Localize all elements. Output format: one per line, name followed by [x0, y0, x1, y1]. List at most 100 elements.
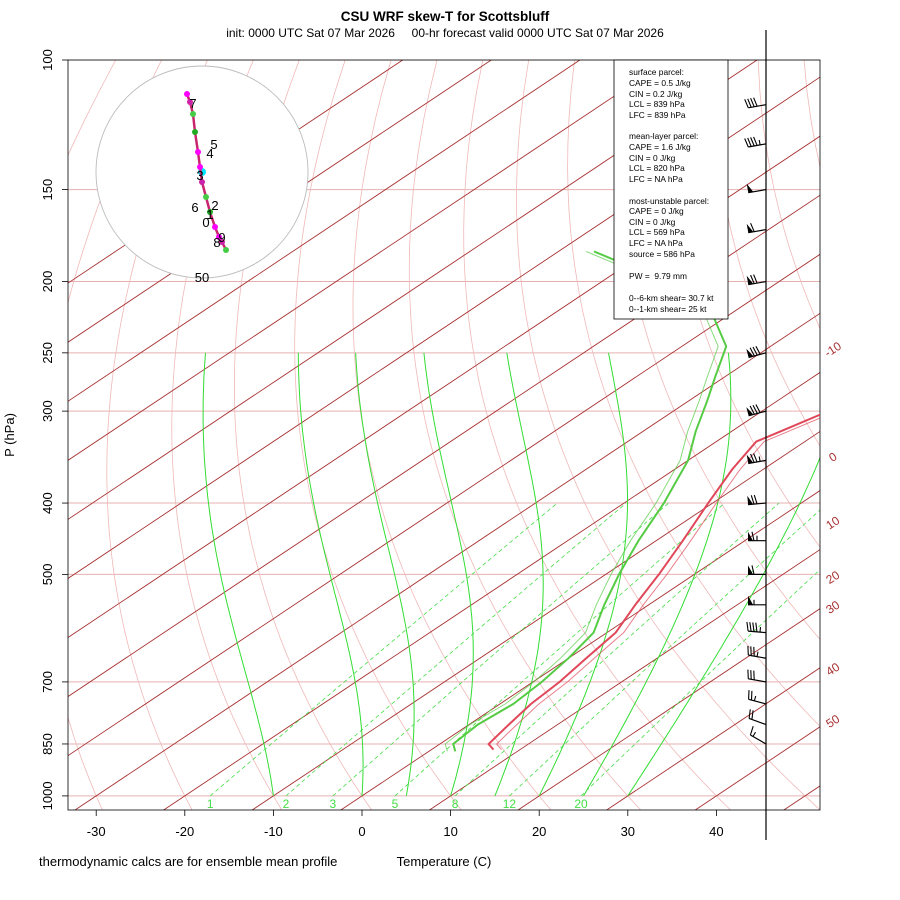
- dry-adiabat-line: [68, 60, 162, 810]
- hodograph-height-label: 7: [189, 96, 196, 111]
- mixing-ratio-line: [580, 569, 820, 797]
- hodograph-point: [219, 239, 225, 245]
- plot-frame: [67, 59, 821, 811]
- dry-adiabat-line: [850, 60, 900, 812]
- wind-barb-full: [747, 98, 752, 108]
- wind-barb-full: [753, 97, 758, 107]
- precipitable-water: PW = 9.79 mm: [629, 271, 687, 281]
- wind-barb-full: [749, 622, 752, 632]
- isotherm-line: [68, 253, 820, 757]
- mixing-ratio-line: [509, 509, 820, 797]
- shear-0-6km: 0--6-km shear= 30.7 kt: [629, 293, 714, 303]
- wind-barb-full: [750, 222, 755, 232]
- hodograph-ring-label: 50: [195, 270, 209, 285]
- wind-barb-flag: [747, 495, 753, 505]
- hodograph-height-label: 6: [191, 200, 198, 215]
- hodograph-point: [187, 99, 193, 105]
- isotherm-line: [68, 135, 820, 639]
- hodograph-height-label: 5: [210, 137, 217, 152]
- mixing-ratio-label: 5: [392, 797, 399, 811]
- dry-adiabat-line: [665, 60, 820, 548]
- temperature-ensemble-line: [495, 417, 820, 750]
- hodograph-point: [192, 129, 198, 135]
- mixed-cin: CIN = 0 J/kg: [629, 153, 676, 163]
- wind-barb-full: [750, 97, 755, 108]
- isotherm-label: -10: [822, 339, 844, 360]
- surface-cape: CAPE = 0.5 J/kg: [629, 78, 691, 88]
- x-tick-label: 0: [358, 824, 365, 839]
- dry-adiabat-line: [516, 60, 820, 810]
- mu-cin: CIN = 0 J/kg: [629, 217, 676, 227]
- isotherm-line: [68, 60, 758, 520]
- isotherm-line: [74, 312, 820, 810]
- dry-adiabat-line: [896, 60, 900, 812]
- wind-barb-full: [747, 137, 752, 147]
- x-axis-label: Temperature (C): [397, 854, 492, 869]
- wind-barb-full: [746, 621, 749, 632]
- wind-barb-flag: [748, 595, 753, 605]
- wind-barb-full: [749, 726, 754, 736]
- hodograph-point: [223, 247, 229, 253]
- isotherm-label: 50: [823, 712, 842, 731]
- mu-header: most-unstable parcel:: [629, 196, 709, 206]
- wind-barb-full: [752, 622, 755, 632]
- x-tick-label: -10: [264, 824, 283, 839]
- wind-barb-full: [750, 137, 755, 147]
- moist-adiabat-line: [202, 352, 274, 796]
- wind-barb-full: [752, 405, 758, 414]
- chart-title: CSU WRF skew-T for Scottsbluff: [341, 9, 550, 24]
- moist-adiabat-line: [538, 352, 628, 797]
- hodograph-point: [195, 149, 201, 155]
- mu-lfc: LFC = NA hPa: [629, 238, 683, 248]
- y-tick-label: 100: [40, 49, 55, 71]
- wind-barb-half: [752, 731, 756, 737]
- hodograph-point: [216, 234, 222, 240]
- isotherm-label: 0: [826, 449, 839, 465]
- wind-barbs: [744, 97, 767, 745]
- isotherm-line: [251, 430, 820, 810]
- hodograph-height-label: 0: [202, 215, 209, 230]
- x-axis: -30 -20 -10 0 10 20 30 40: [87, 810, 724, 839]
- wind-barb-staff: [748, 188, 767, 194]
- isotherm-label: 10: [823, 513, 842, 532]
- y-tick-label: 700: [40, 671, 55, 693]
- dry-adiabat-line: [294, 60, 462, 810]
- wind-barb-full: [751, 565, 755, 575]
- wind-barb-full: [753, 136, 758, 146]
- mixed-cape: CAPE = 1.6 J/kg: [629, 142, 691, 152]
- dry-adiabat-line: [408, 60, 642, 810]
- wind-barb-half: [753, 695, 757, 702]
- x-tick-label: -20: [175, 824, 194, 839]
- hodograph-height-label: 9: [218, 230, 225, 245]
- y-tick-label: 850: [40, 733, 55, 755]
- wind-barb-full: [748, 709, 751, 719]
- wind-barb-full: [749, 405, 755, 415]
- moist-adiabat-line: [494, 352, 544, 797]
- wind-barb-staff: [748, 228, 767, 234]
- wind-barb-flag: [748, 565, 753, 575]
- mixed-lcl: LCL = 820 hPa: [629, 163, 685, 173]
- mixing-ratio-line: [332, 502, 669, 797]
- wind-barb-flag: [746, 223, 754, 233]
- mixing-ratio-label: 2: [283, 797, 290, 811]
- hodograph-point: [212, 224, 218, 230]
- y-tick-label: 500: [40, 564, 55, 586]
- wind-barb-full: [755, 404, 761, 413]
- isotherm-label: 40: [823, 660, 842, 679]
- x-tick-label: 10: [443, 824, 457, 839]
- hodograph-point: [199, 179, 205, 185]
- wind-barb-full: [749, 347, 755, 357]
- wind-barb-full: [750, 453, 755, 463]
- wind-barb-flag: [746, 407, 754, 416]
- hodograph-height-label: 4: [206, 146, 213, 161]
- y-axis-label: P (hPa): [2, 413, 17, 457]
- dry-adiabat-line: [352, 60, 552, 810]
- info-box: surface parcel: CAPE = 0.5 J/kg CIN = 0.…: [613, 59, 729, 320]
- y-tick-label: 400: [40, 492, 55, 514]
- x-tick-label: -30: [87, 824, 106, 839]
- mixing-ratio-label: 3: [330, 797, 337, 811]
- wind-barb-staff: [748, 280, 767, 286]
- wind-barb-full: [751, 531, 755, 541]
